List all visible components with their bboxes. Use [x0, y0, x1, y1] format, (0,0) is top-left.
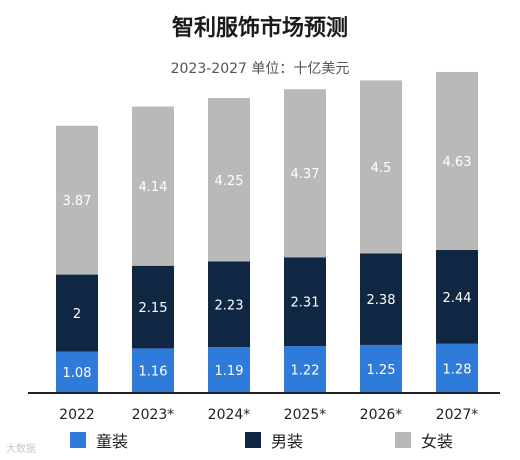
bar-segment-1-4 — [360, 253, 402, 345]
legend-item-womenswear: 女装 — [395, 428, 453, 452]
x-tick-label-3: 2025* — [284, 407, 327, 423]
bar-segment-1-1 — [132, 265, 174, 349]
bar-segment-2-3 — [284, 89, 326, 258]
data-label-2-3: 4.37 — [291, 167, 320, 182]
bar-segment-0-4 — [360, 344, 402, 393]
legend-item-menswear: 男装 — [245, 428, 303, 452]
data-label-0-1: 1.16 — [139, 365, 168, 380]
chart-subtitle: 2023-2027 单位：十亿美元 — [170, 61, 350, 77]
x-tick-label-1: 2023* — [132, 407, 175, 423]
legend-label-kidswear: 童装 — [96, 432, 129, 451]
watermark: 大数据 — [6, 444, 36, 455]
bar-segment-2-5 — [436, 71, 478, 250]
data-label-2-1: 4.14 — [139, 180, 168, 195]
bar-segment-0-1 — [132, 348, 174, 393]
bar-segment-1-2 — [208, 261, 250, 348]
bar-segment-1-0 — [56, 274, 98, 352]
bar-segment-1-5 — [436, 249, 478, 344]
data-label-0-0: 1.08 — [63, 366, 92, 381]
bar-segment-2-2 — [208, 98, 250, 262]
bar-segment-0-0 — [56, 351, 98, 393]
legend-swatch-womenswear — [395, 432, 411, 448]
bar-segment-2-0 — [56, 125, 98, 275]
legend-item-kidswear: 童装 — [70, 428, 128, 452]
data-label-1-0: 2 — [73, 307, 81, 322]
data-label-1-4: 2.38 — [367, 293, 396, 308]
bar-segment-2-4 — [360, 80, 402, 254]
x-tick-label-0: 2022 — [59, 407, 95, 423]
data-label-2-4: 4.5 — [371, 161, 392, 176]
bar-segment-1-3 — [284, 257, 326, 347]
x-tick-label-2: 2024* — [208, 407, 251, 423]
legend-swatch-menswear — [245, 432, 261, 448]
x-tick-label-4: 2026* — [360, 407, 403, 423]
legend-label-menswear: 男装 — [271, 432, 304, 451]
bar-segment-0-5 — [436, 343, 478, 393]
bar-segment-0-2 — [208, 347, 250, 393]
data-label-2-2: 4.25 — [215, 174, 244, 189]
bar-segment-2-1 — [132, 106, 174, 266]
x-tick-label-5: 2027* — [436, 407, 479, 423]
data-label-0-3: 1.22 — [291, 364, 320, 379]
data-label-1-2: 2.23 — [215, 298, 244, 313]
legend-label-womenswear: 女装 — [421, 432, 454, 451]
data-label-0-5: 1.28 — [443, 362, 472, 377]
legend-swatch-kidswear — [70, 432, 86, 448]
bar-segment-0-3 — [284, 346, 326, 393]
data-label-2-0: 3.87 — [63, 194, 92, 209]
data-label-2-5: 4.63 — [443, 155, 472, 170]
data-label-1-1: 2.15 — [139, 301, 168, 316]
chart-title: 智利服饰市场预测 — [171, 16, 348, 41]
data-label-0-2: 1.19 — [215, 364, 244, 379]
data-label-1-5: 2.44 — [443, 291, 472, 306]
data-label-1-3: 2.31 — [291, 296, 320, 311]
data-label-0-4: 1.25 — [367, 363, 396, 378]
